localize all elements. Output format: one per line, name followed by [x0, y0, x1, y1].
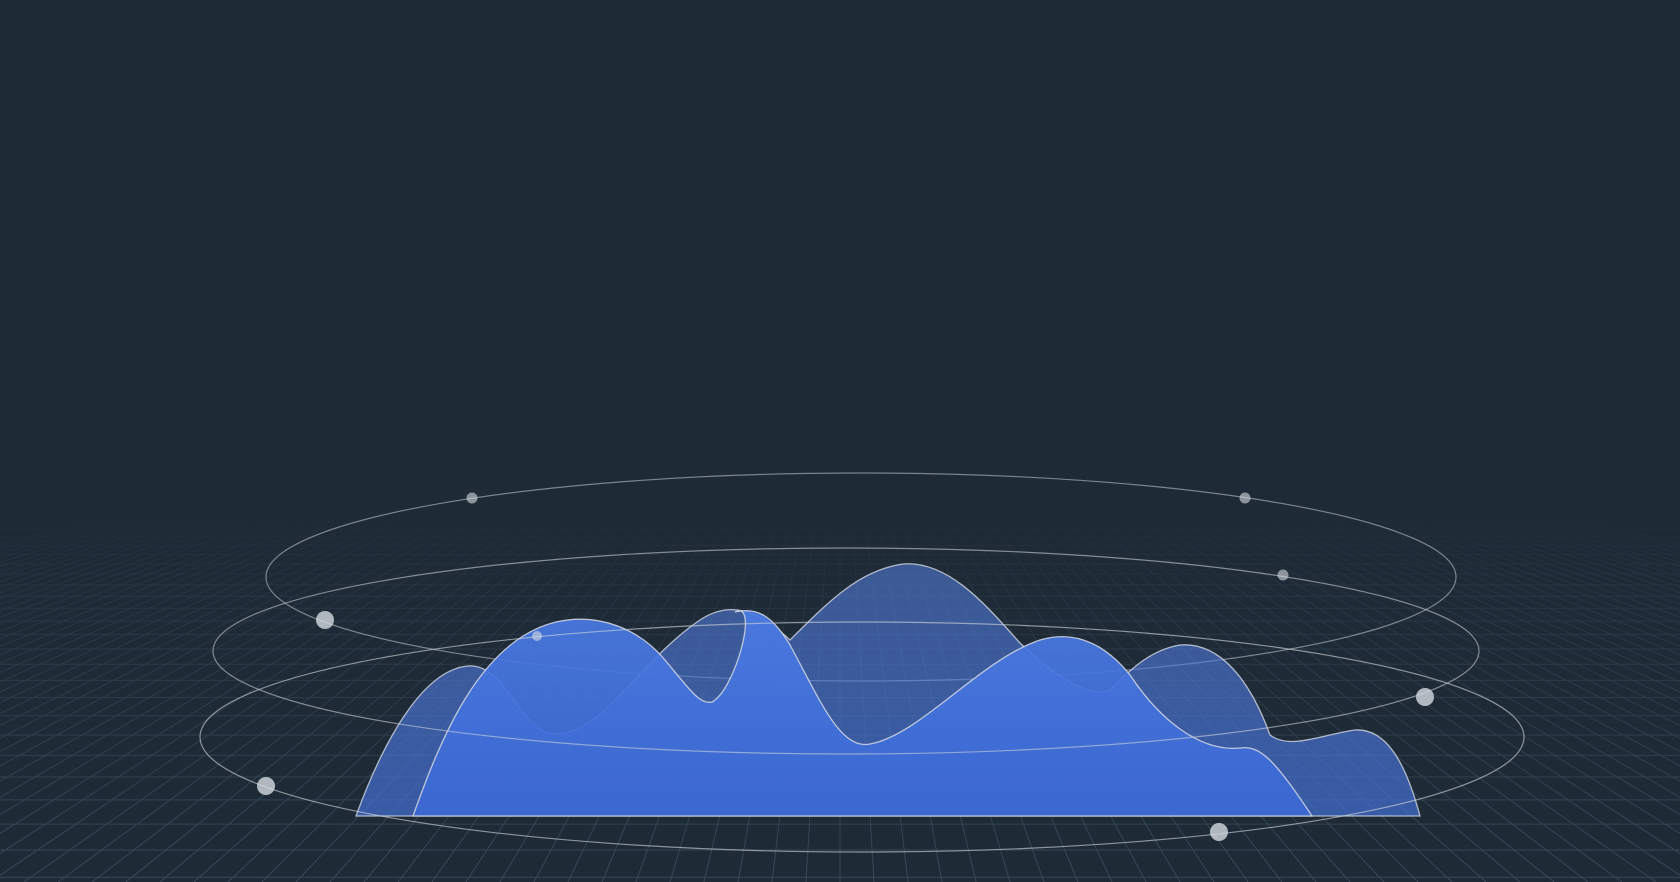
- grid-line: [0, 494, 390, 656]
- grid-line: [1400, 494, 1680, 588]
- grid-line: [1389, 494, 1680, 594]
- grid-line: [1433, 494, 1680, 573]
- wave-front: [412, 610, 1314, 817]
- grid-line: [1312, 494, 1680, 640]
- grid-line: [1378, 494, 1680, 599]
- grid-line: [0, 494, 456, 715]
- grid-line: [0, 494, 368, 640]
- orbit-dot: [316, 611, 334, 629]
- grid-line: [57, 494, 588, 882]
- grid-line: [0, 494, 434, 693]
- grid-line: [1224, 494, 1680, 715]
- grid-line: [23, 494, 577, 882]
- grid-line: [1268, 494, 1680, 673]
- grid-line: [0, 494, 478, 739]
- grid-line: [0, 494, 335, 618]
- grid-line: [0, 494, 291, 594]
- grid-line: [159, 494, 621, 882]
- grid-line: [125, 494, 610, 882]
- grid-line: [1356, 494, 1680, 612]
- orbit-dot: [532, 631, 542, 641]
- grid-line: [0, 494, 346, 625]
- grid-line: [1191, 494, 1680, 753]
- orbit-dot: [1416, 688, 1434, 706]
- grid-line: [1169, 494, 1680, 782]
- grid-line: [1444, 494, 1680, 568]
- grid-line: [0, 494, 500, 767]
- grid-line: [0, 494, 258, 578]
- grid-line: [1103, 494, 1657, 882]
- grid-line: [0, 494, 247, 573]
- grid-line: [1092, 494, 1623, 882]
- grid-line: [1180, 494, 1680, 767]
- orbit-dot: [1277, 569, 1289, 581]
- grid-line: [1081, 494, 1589, 882]
- grid-line: [0, 494, 566, 876]
- ring-bottom: [199, 621, 1525, 853]
- grid-line: [1257, 494, 1680, 683]
- grid-line: [1213, 494, 1680, 727]
- grid-line: [1158, 494, 1680, 798]
- grid-line: [1301, 494, 1680, 647]
- grid-line: [0, 494, 467, 727]
- grid-line: [0, 494, 324, 612]
- orbit-dot: [1210, 823, 1228, 841]
- grid-line: [1279, 494, 1680, 664]
- grid-line: [1114, 494, 1680, 876]
- orbit-dot: [466, 492, 478, 504]
- grid-line: [1345, 494, 1680, 618]
- grid-line: [0, 494, 236, 568]
- grid-line: [0, 494, 489, 753]
- grid-line: [0, 494, 412, 673]
- grid-line: [0, 494, 423, 683]
- grid-line: [1136, 494, 1680, 834]
- grid-line: [91, 494, 599, 882]
- grid-line: [0, 494, 313, 605]
- grid-line: [1323, 494, 1680, 632]
- grid-line: [0, 494, 280, 588]
- grid-line: [0, 494, 269, 583]
- grid-line: [0, 494, 522, 798]
- grid-line: [1202, 494, 1680, 739]
- grid-line: [1455, 494, 1680, 563]
- grid-line: [1070, 494, 1555, 882]
- grid-line: [1147, 494, 1680, 816]
- orbit-dot: [1239, 492, 1251, 504]
- grid-line: [0, 494, 401, 664]
- grid-line: [1422, 494, 1680, 578]
- grid-line: [0, 494, 225, 563]
- grid-line: [1246, 494, 1680, 693]
- grid-line: [0, 494, 533, 816]
- grid-line: [0, 494, 357, 632]
- grid-line: [0, 494, 445, 704]
- grid-line: [0, 494, 511, 782]
- grid-line: [1411, 494, 1680, 583]
- grid-line: [0, 494, 379, 647]
- grid-line: [1334, 494, 1680, 625]
- grid-line: [1048, 494, 1487, 882]
- orbit-dot: [257, 777, 275, 795]
- ring-middle: [212, 547, 1480, 755]
- grid-line: [0, 494, 302, 599]
- grid-line: [1235, 494, 1680, 704]
- grid-line: [0, 494, 544, 834]
- orbit-dots: [257, 492, 1434, 841]
- grid-line: [1367, 494, 1680, 605]
